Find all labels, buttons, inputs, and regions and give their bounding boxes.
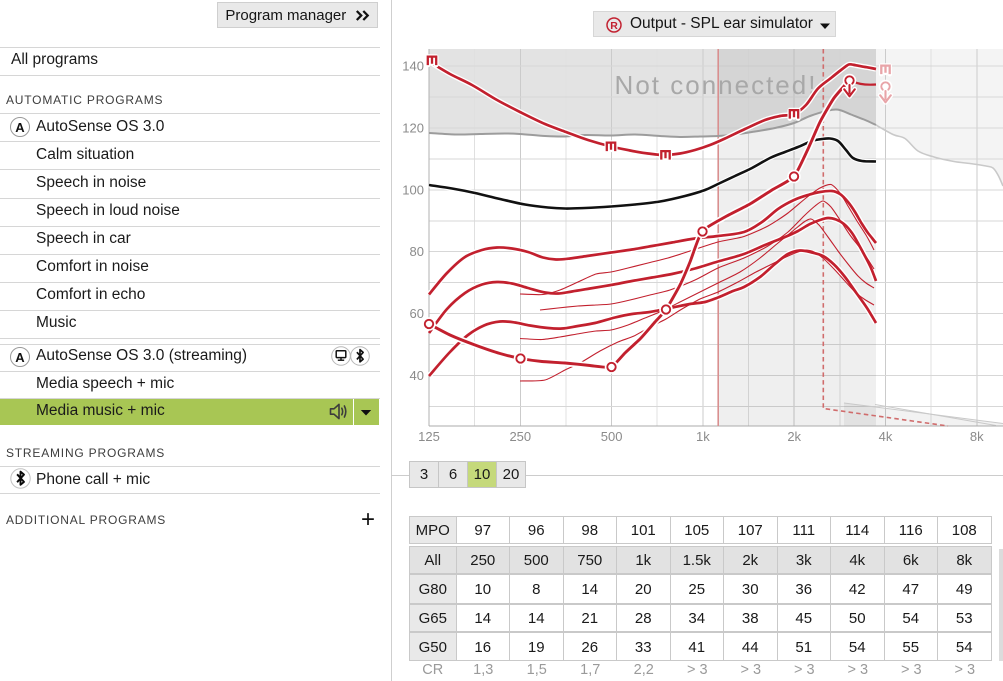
svg-text:1k: 1k (696, 429, 710, 444)
svg-text:2k: 2k (787, 429, 801, 444)
svg-text:100: 100 (402, 182, 424, 197)
svg-text:40: 40 (410, 368, 424, 383)
svg-text:125: 125 (418, 429, 440, 444)
svg-text:80: 80 (410, 244, 424, 259)
svg-text:R: R (610, 20, 618, 32)
svg-text:60: 60 (410, 306, 424, 321)
svg-text:8k: 8k (970, 429, 984, 444)
svg-text:140: 140 (402, 59, 424, 74)
svg-text:250: 250 (509, 429, 531, 444)
svg-text:120: 120 (402, 120, 424, 135)
svg-text:500: 500 (601, 429, 623, 444)
svg-text:Not connected!: Not connected! (615, 70, 818, 100)
svg-text:4k: 4k (879, 429, 893, 444)
